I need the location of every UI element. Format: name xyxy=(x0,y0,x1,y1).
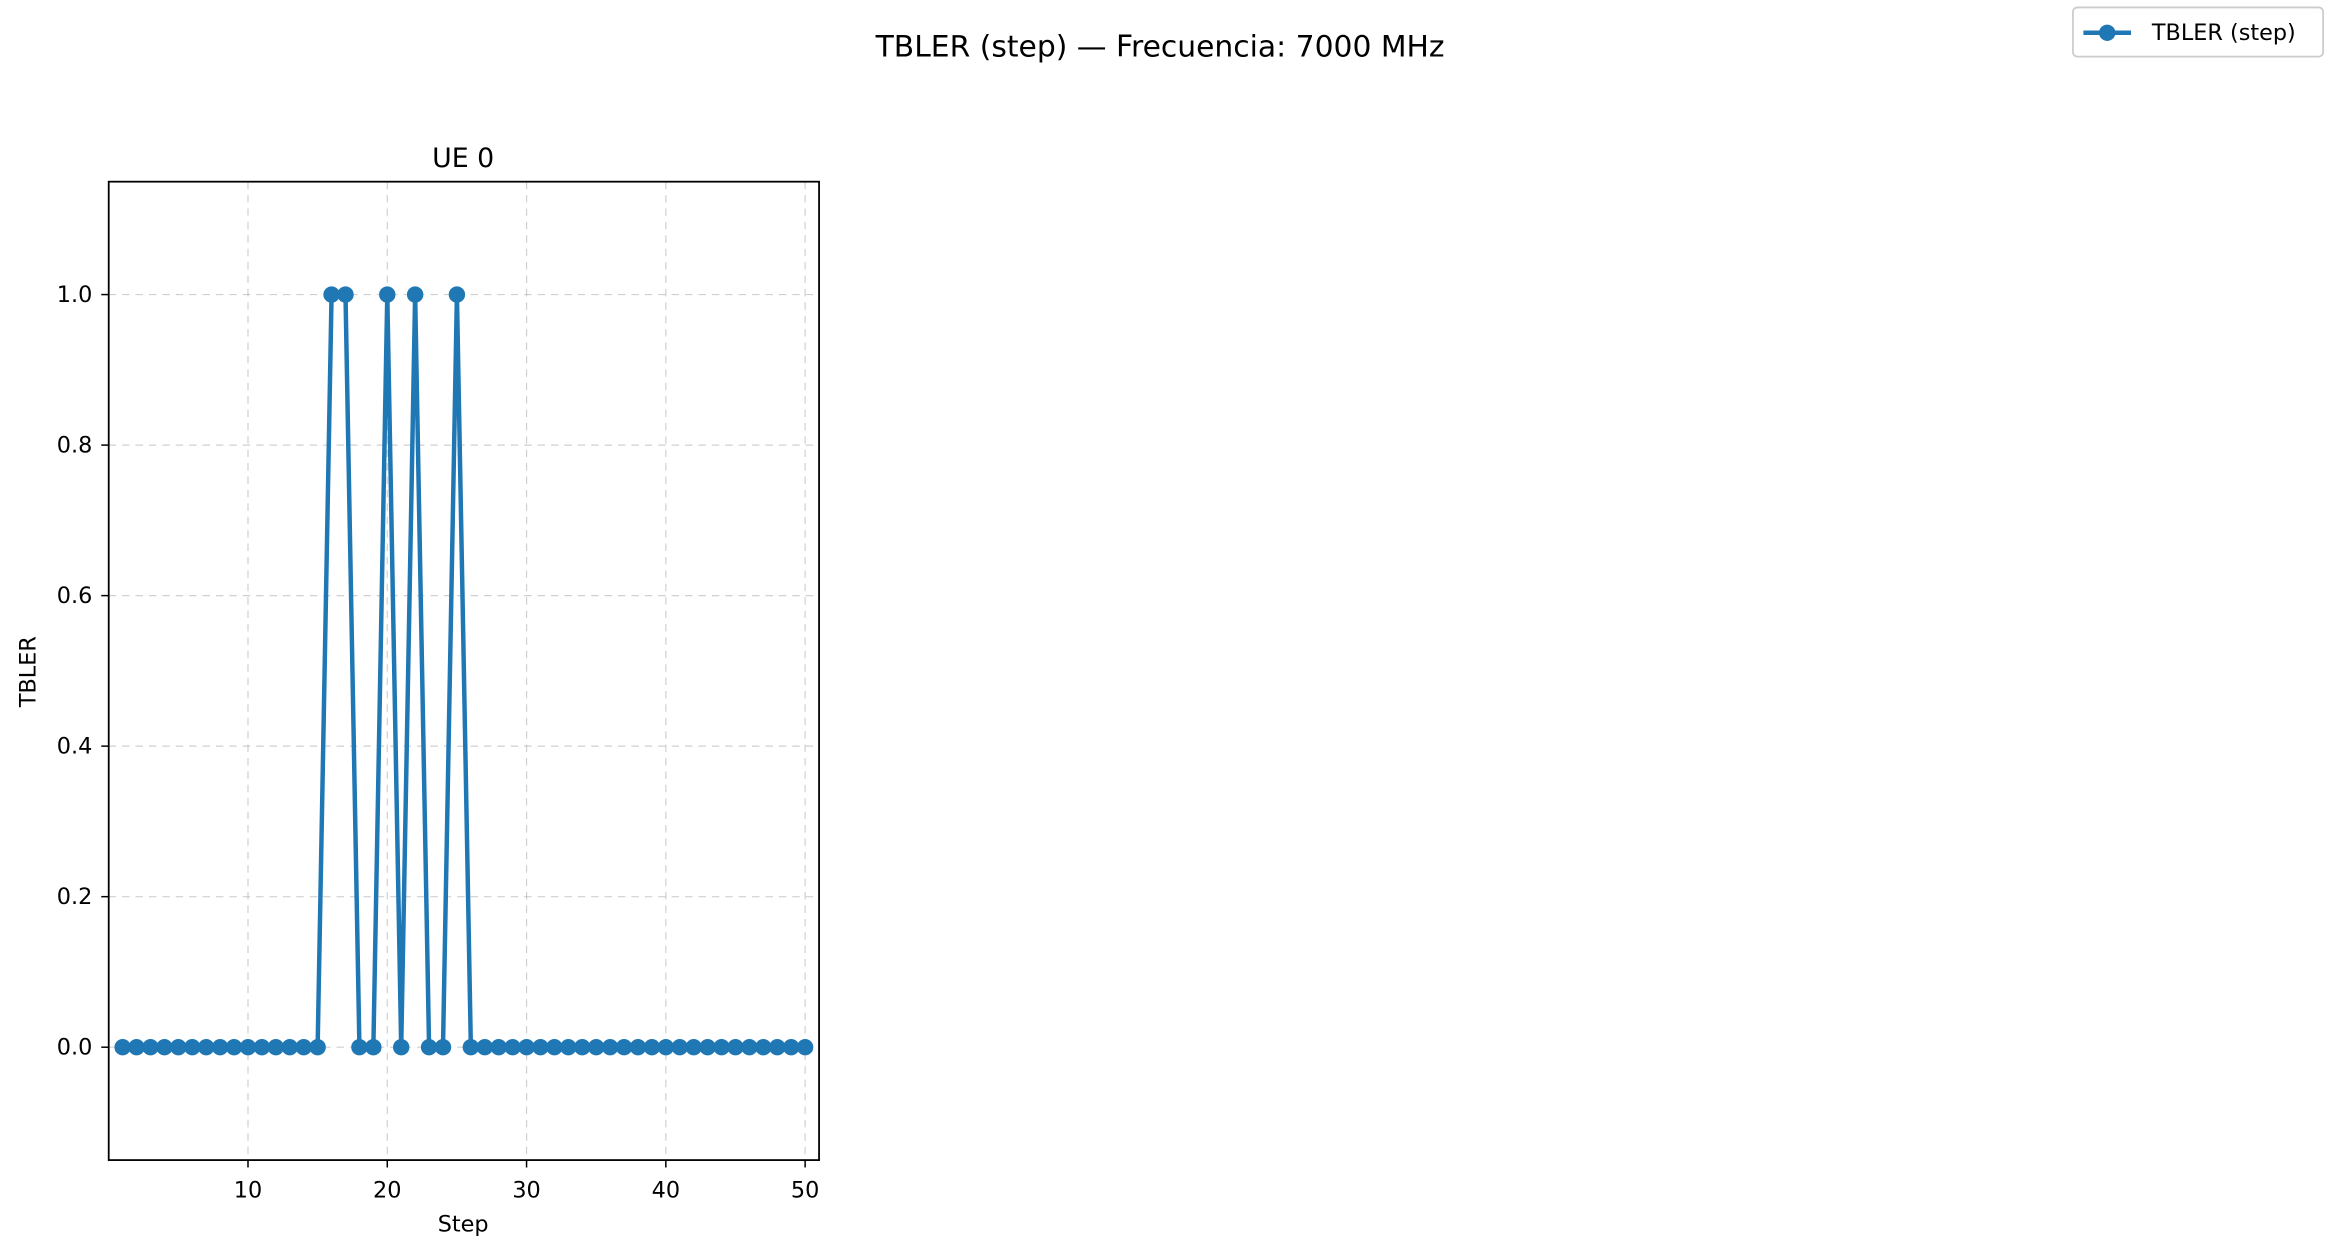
data-point xyxy=(615,1039,633,1056)
data-point xyxy=(574,1039,591,1056)
data-point xyxy=(713,1039,730,1056)
legend-marker-swatch xyxy=(2099,24,2116,41)
y-axis-ticks: 0.0 0.2 0.4 0.6 0.8 1.0 xyxy=(57,282,109,1061)
data-point xyxy=(198,1039,215,1056)
data-point xyxy=(741,1039,758,1056)
data-point xyxy=(601,1039,619,1056)
legend-box xyxy=(2072,6,2325,58)
data-point xyxy=(239,1039,257,1056)
data-point xyxy=(448,286,466,303)
x-tick-label: 50 xyxy=(791,1177,819,1203)
data-point xyxy=(211,1039,229,1056)
chart-title: UE 0 xyxy=(432,143,494,174)
data-point xyxy=(323,286,340,303)
data-point xyxy=(629,1039,647,1056)
legend-label: TBLER (step) xyxy=(2151,20,2296,46)
x-tick-label: 20 xyxy=(373,1177,401,1203)
data-point xyxy=(685,1039,702,1056)
data-point xyxy=(518,1039,535,1056)
data-point xyxy=(170,1039,187,1056)
y-tick-label: 1.0 xyxy=(57,282,93,308)
data-point xyxy=(643,1039,661,1056)
data-point xyxy=(671,1039,688,1056)
data-point xyxy=(114,1039,131,1056)
data-point xyxy=(128,1039,145,1056)
y-tick-label: 0.6 xyxy=(57,583,93,609)
y-axis-label: TBLER xyxy=(16,636,42,708)
x-tick-label: 40 xyxy=(652,1177,680,1203)
data-point xyxy=(393,1039,410,1056)
data-point xyxy=(379,286,396,303)
data-point xyxy=(504,1039,521,1056)
x-tick-label: 10 xyxy=(234,1177,262,1203)
data-point xyxy=(309,1039,326,1056)
data-point xyxy=(267,1039,285,1056)
data-point xyxy=(337,286,354,303)
data-point xyxy=(365,1039,382,1056)
data-point xyxy=(532,1039,549,1056)
data-point xyxy=(225,1039,243,1056)
data-point xyxy=(462,1039,480,1056)
data-point xyxy=(727,1039,744,1056)
x-axis-label: Step xyxy=(438,1212,489,1238)
data-point xyxy=(546,1039,563,1056)
axes-frame xyxy=(107,180,820,1161)
data-point xyxy=(253,1039,271,1056)
data-point xyxy=(588,1039,605,1056)
data-point xyxy=(281,1039,298,1056)
y-tick-label: 0.0 xyxy=(57,1035,93,1061)
y-tick-label: 0.8 xyxy=(57,433,93,459)
y-tick-label: 0.2 xyxy=(57,884,93,910)
data-point xyxy=(351,1039,368,1056)
data-point xyxy=(184,1039,201,1056)
data-point xyxy=(560,1039,577,1056)
data-point xyxy=(783,1039,800,1056)
data-point xyxy=(420,1039,438,1056)
data-point xyxy=(434,1039,452,1056)
data-point xyxy=(796,1039,814,1056)
data-point xyxy=(406,286,424,303)
data-point xyxy=(295,1039,312,1056)
x-axis-ticks: 10 20 30 40 50 xyxy=(234,1160,819,1203)
x-tick-label: 30 xyxy=(512,1177,540,1203)
data-point xyxy=(699,1039,716,1056)
data-point xyxy=(142,1039,159,1056)
y-tick-label: 0.4 xyxy=(57,734,93,760)
data-point xyxy=(476,1039,493,1056)
data-point xyxy=(657,1039,675,1056)
data-point xyxy=(490,1039,507,1056)
data-point xyxy=(156,1039,173,1056)
data-point xyxy=(769,1039,786,1056)
data-point xyxy=(755,1039,772,1056)
legend: TBLER (step) xyxy=(2072,6,2325,58)
figure-suptitle: TBLER (step) — Frecuencia: 7000 MHz xyxy=(875,30,1445,65)
series-layer xyxy=(114,286,814,1056)
